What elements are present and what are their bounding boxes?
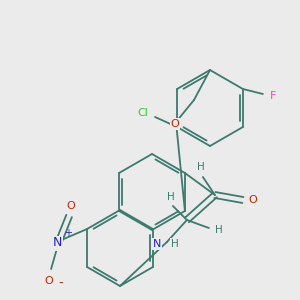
Text: H: H: [197, 162, 205, 172]
Text: -: -: [59, 277, 63, 290]
Text: O: O: [171, 119, 179, 129]
Text: O: O: [248, 195, 257, 205]
Text: H: H: [171, 239, 179, 249]
Text: F: F: [270, 91, 276, 101]
Text: N: N: [153, 239, 161, 249]
Text: H: H: [167, 192, 175, 202]
Text: H: H: [215, 225, 223, 235]
Text: +: +: [64, 228, 72, 238]
Text: O: O: [45, 276, 53, 286]
Text: Cl: Cl: [138, 108, 148, 118]
Text: N: N: [52, 236, 62, 250]
Text: O: O: [67, 201, 76, 211]
